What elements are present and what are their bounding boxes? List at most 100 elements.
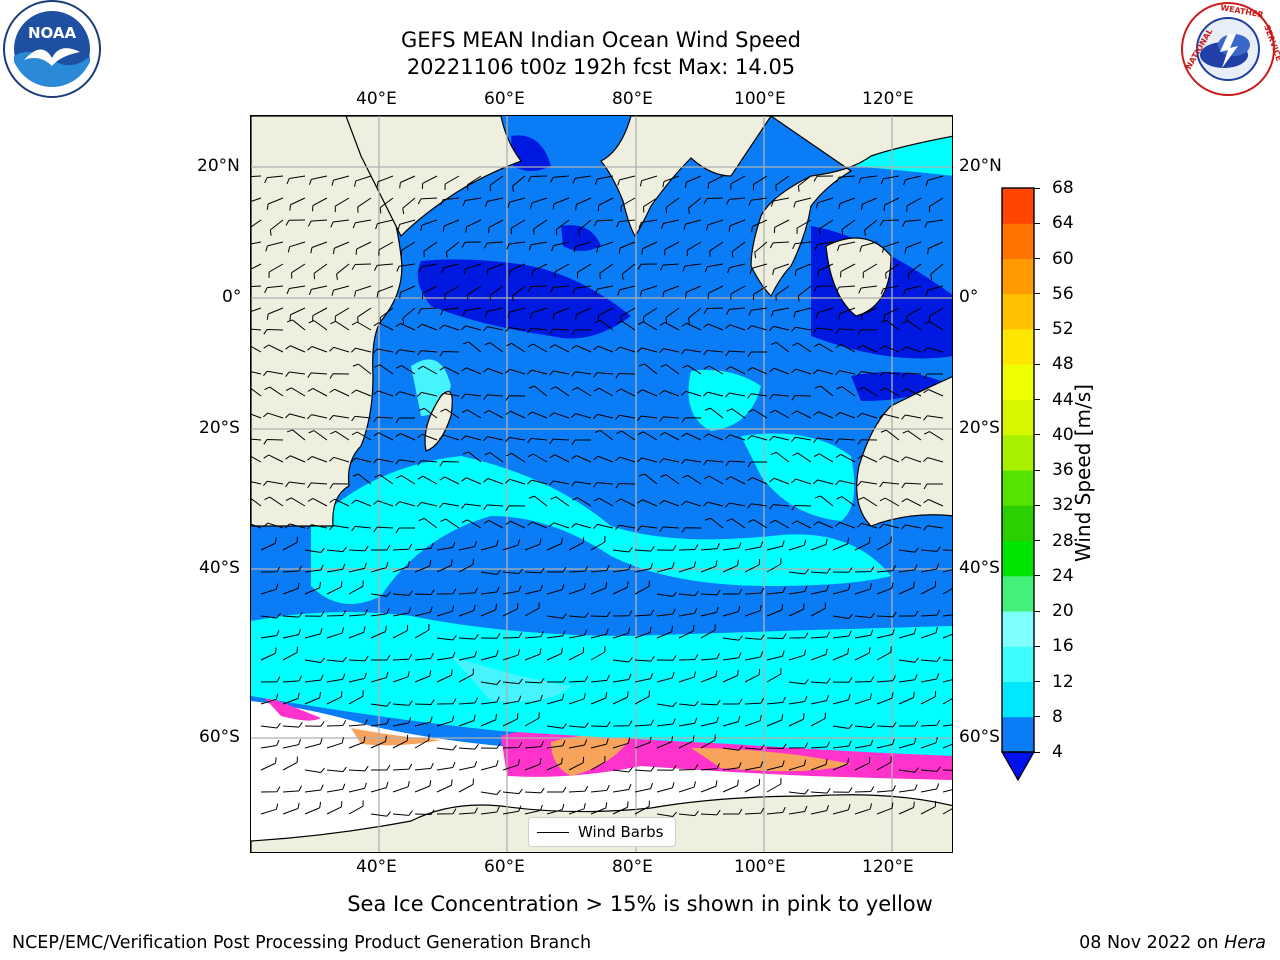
wind-barb [723, 698, 743, 705]
lon-label-bottom: 60°E [484, 857, 525, 877]
wind-barb [769, 477, 790, 485]
wind-barb [748, 519, 768, 529]
colorbar-segment [1002, 575, 1034, 612]
wind-barb [480, 806, 500, 815]
wind-barb [788, 632, 809, 639]
wind-barb [458, 714, 476, 727]
wind-barb [902, 430, 922, 441]
wind-barb [326, 546, 347, 553]
wind-barb [376, 285, 394, 298]
wind-barb [769, 504, 790, 510]
wind-barb [571, 439, 591, 446]
wind-barb [791, 368, 812, 375]
wind-barb [728, 219, 746, 232]
wind-barb [458, 650, 478, 661]
wind-barb [329, 525, 350, 531]
wind-barb [793, 197, 812, 208]
wind-barb [835, 344, 856, 353]
wind-barb [260, 629, 280, 639]
wind-barb [707, 175, 724, 189]
wind-barb [329, 415, 350, 421]
wind-barb [461, 435, 482, 441]
wind-barb [549, 412, 570, 419]
wind-barb [639, 175, 658, 187]
wind-barb [371, 764, 391, 771]
wind-barb [395, 459, 416, 465]
wind-barb [269, 219, 284, 236]
wind-barb [612, 610, 633, 617]
wind-barb [440, 518, 460, 529]
wind-barb [282, 628, 302, 639]
wind-barb [700, 560, 718, 573]
wind-barb [835, 370, 856, 376]
wind-barb [876, 721, 897, 728]
wind-barb [458, 540, 478, 551]
wind-barb [641, 241, 658, 255]
wind-barb [615, 498, 636, 507]
wind-barb [524, 741, 544, 749]
wind-barb [656, 545, 677, 551]
wind-barb [656, 811, 677, 817]
wind-barb [881, 241, 900, 253]
wind-barb [396, 365, 416, 375]
wind-barb [703, 349, 724, 356]
colorbar-tick-mark [1034, 575, 1040, 577]
wind-barb [392, 763, 413, 771]
wind-barb [838, 307, 856, 320]
wind-barb [392, 590, 413, 596]
wind-barb [880, 319, 900, 331]
wind-barb [854, 647, 871, 661]
wind-barb [326, 737, 345, 749]
wind-barb [700, 699, 721, 706]
wind-barb [414, 809, 435, 816]
wind-barb [527, 343, 548, 353]
wind-barb [392, 560, 410, 573]
wind-barb [615, 414, 636, 420]
wind-barb [832, 567, 853, 573]
footer-date: 08 Nov 2022 on Hera [1079, 932, 1266, 954]
wind-barb [442, 219, 460, 232]
wind-barb [505, 410, 526, 419]
wind-barb [260, 693, 279, 705]
colorbar-tick-label: 44 [1052, 389, 1074, 410]
wind-barb [260, 647, 277, 661]
wind-barb [788, 569, 809, 575]
wind-barb [656, 625, 674, 639]
wind-barb [723, 588, 743, 595]
wind-barb [414, 699, 435, 706]
wind-barb [747, 435, 768, 441]
wind-barb [678, 607, 698, 617]
wind-barb [524, 787, 545, 794]
wind-barb [546, 757, 563, 771]
wind-barb [480, 650, 499, 661]
wind-barb [568, 802, 586, 815]
wind-barb [664, 241, 680, 256]
wind-barb [901, 524, 922, 530]
wind-barb [461, 519, 482, 529]
wind-barb [370, 701, 391, 707]
wind-barb [898, 784, 918, 793]
wind-barb [251, 453, 262, 463]
lon-label-bottom: 40°E [356, 857, 397, 877]
wind-barb [748, 307, 768, 316]
wind-barb [615, 482, 636, 489]
wind-barb [615, 372, 636, 379]
wind-barb [766, 604, 784, 617]
wind-barb [572, 285, 592, 294]
wind-barb [357, 197, 372, 213]
wind-barb [832, 740, 852, 749]
wind-barb [634, 690, 650, 705]
wind-barb [527, 327, 548, 334]
wind-barb [462, 341, 482, 353]
sea-ice-orange [351, 728, 441, 746]
wind-barb [920, 580, 937, 595]
wind-barb [417, 323, 438, 331]
wind-barb [568, 785, 589, 793]
wind-barb [810, 602, 826, 617]
wind-barb [421, 285, 438, 300]
wind-barb [439, 476, 460, 485]
wind-barb [304, 738, 323, 749]
wind-barb [436, 808, 457, 815]
wind-barb [571, 523, 592, 529]
wind-barb [445, 241, 460, 258]
